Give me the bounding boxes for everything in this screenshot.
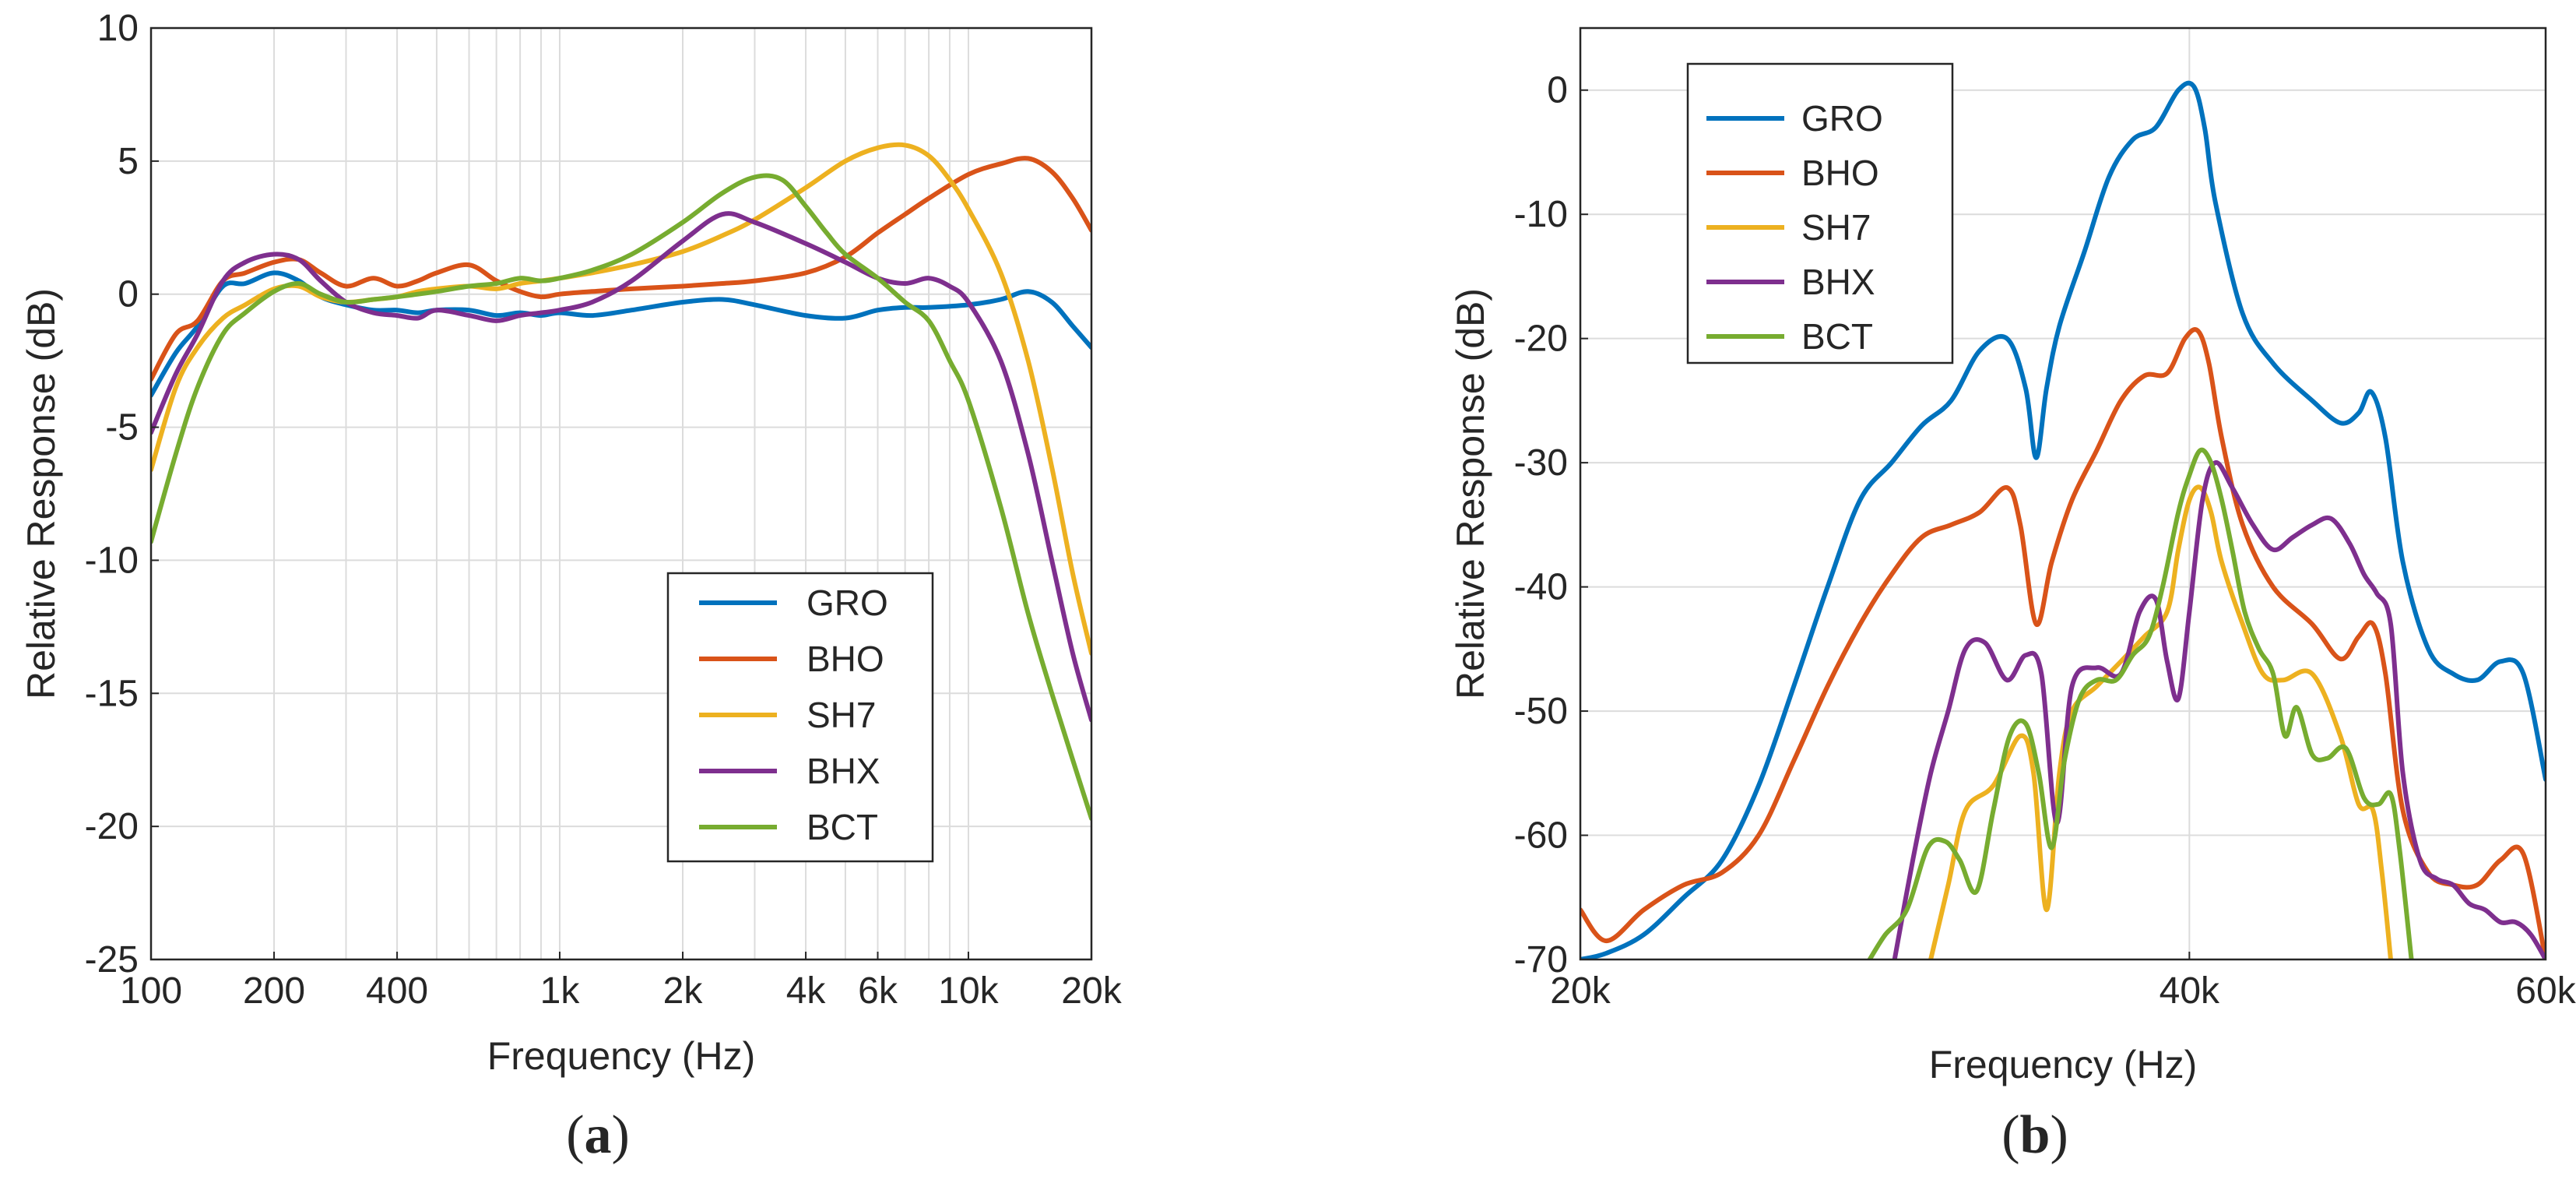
- y-tick-label: 0: [118, 274, 139, 315]
- x-tick-label: 400: [366, 970, 428, 1012]
- x-tick-label: 10k: [938, 970, 999, 1012]
- y-tick-label: -15: [85, 673, 139, 714]
- legend-box-b: [1686, 62, 1954, 364]
- x-axis-title-a: Frequency (Hz): [487, 1034, 756, 1078]
- x-tick-label: 20k: [1061, 970, 1122, 1012]
- y-tick-label: -10: [1514, 194, 1568, 235]
- series-line-bhx: [1892, 460, 2546, 959]
- legend-label-gro: GRO: [1801, 98, 1883, 139]
- y-tick-label: -60: [1514, 815, 1568, 857]
- panel-label-b: (b): [2001, 1105, 2068, 1165]
- y-tick-label: -20: [85, 806, 139, 847]
- x-tick-labels-b: 20k 40k 60k: [1550, 952, 2576, 1012]
- y-axis-title-a: Relative Response (dB): [19, 288, 63, 699]
- y-tick-labels-b: 0 -10 -20 -30 -40 -50 -60 -70: [1514, 70, 1588, 981]
- x-tick-label: 2k: [663, 970, 704, 1012]
- x-tick-labels-a: 100 200 400 1k 2k 4k 6k 10k 20k: [120, 952, 1123, 1012]
- series-line-bct: [151, 173, 1091, 821]
- x-tick-label: 40k: [2160, 970, 2220, 1012]
- y-tick-label: -5: [105, 407, 139, 449]
- series-line-bho: [1580, 327, 2546, 959]
- y-tick-label: 5: [118, 141, 139, 182]
- x-tick-label: 60k: [2515, 970, 2576, 1012]
- series-group-a: [151, 142, 1091, 821]
- legend-label-sh7: SH7: [1801, 207, 1871, 248]
- x-tick-label: 20k: [1550, 970, 1611, 1012]
- series-line-bho: [151, 156, 1091, 382]
- x-tick-label: 1k: [540, 970, 581, 1012]
- legend-label-bhx: BHX: [807, 751, 880, 791]
- legend-label-bho: BHO: [807, 639, 884, 679]
- y-tick-labels-a: 10 5 0 -5 -10 -15 -20 -25: [85, 8, 159, 981]
- legend-label-bct: BCT: [807, 807, 878, 847]
- y-tick-label: -25: [85, 939, 139, 981]
- legend-label-gro: GRO: [807, 583, 888, 623]
- legend-a: GRO BHO SH7 BHX BCT: [666, 572, 934, 863]
- y-tick-label: -30: [1514, 442, 1568, 484]
- legend-label-bhx: BHX: [1801, 262, 1875, 302]
- x-axis-title-b: Frequency (Hz): [1929, 1043, 2198, 1086]
- x-tick-label: 200: [243, 970, 305, 1012]
- y-tick-label: -70: [1514, 939, 1568, 981]
- y-tick-label: 10: [97, 8, 139, 49]
- y-tick-label: -40: [1514, 567, 1568, 608]
- grid-a: [150, 27, 1092, 960]
- y-axis-title-b: Relative Response (dB): [1449, 288, 1492, 699]
- axes-frame-b: [1579, 26, 2547, 961]
- legend-label-bct: BCT: [1801, 316, 1873, 357]
- x-tick-label: 100: [120, 970, 182, 1012]
- y-tick-label: -10: [85, 540, 139, 581]
- series-line-gro: [1580, 80, 2546, 959]
- series-line-bhx: [151, 211, 1091, 723]
- x-tick-label: 4k: [786, 970, 827, 1012]
- legend-label-sh7: SH7: [807, 695, 876, 735]
- y-tick-label: -20: [1514, 319, 1568, 360]
- chart-panel-a: 10 5 0 -5 -10 -15 -20 -25 100 200 400 1k 2k 4k 6k 10k 2…: [19, 8, 1123, 1165]
- panel-label-a: (a): [566, 1105, 630, 1165]
- axes-frame-a: [149, 26, 1093, 961]
- y-tick-label: 0: [1547, 70, 1568, 111]
- x-tick-label: 6k: [858, 970, 898, 1012]
- series-line-bct: [1867, 447, 2414, 959]
- legend-label-bho: BHO: [1801, 153, 1879, 193]
- y-tick-label: -50: [1514, 691, 1568, 732]
- panel-letter-a: a: [585, 1105, 612, 1165]
- series-group-b: [1580, 80, 2546, 959]
- chart-panel-b: 0 -10 -20 -30 -40 -50 -60 -70 20k 40k 60k Frequen…: [1449, 26, 2576, 1165]
- legend-b: GRO BHO SH7 BHX BCT: [1686, 62, 1954, 364]
- panel-letter-b: b: [2020, 1105, 2051, 1165]
- series-line-sh7: [1928, 484, 2393, 959]
